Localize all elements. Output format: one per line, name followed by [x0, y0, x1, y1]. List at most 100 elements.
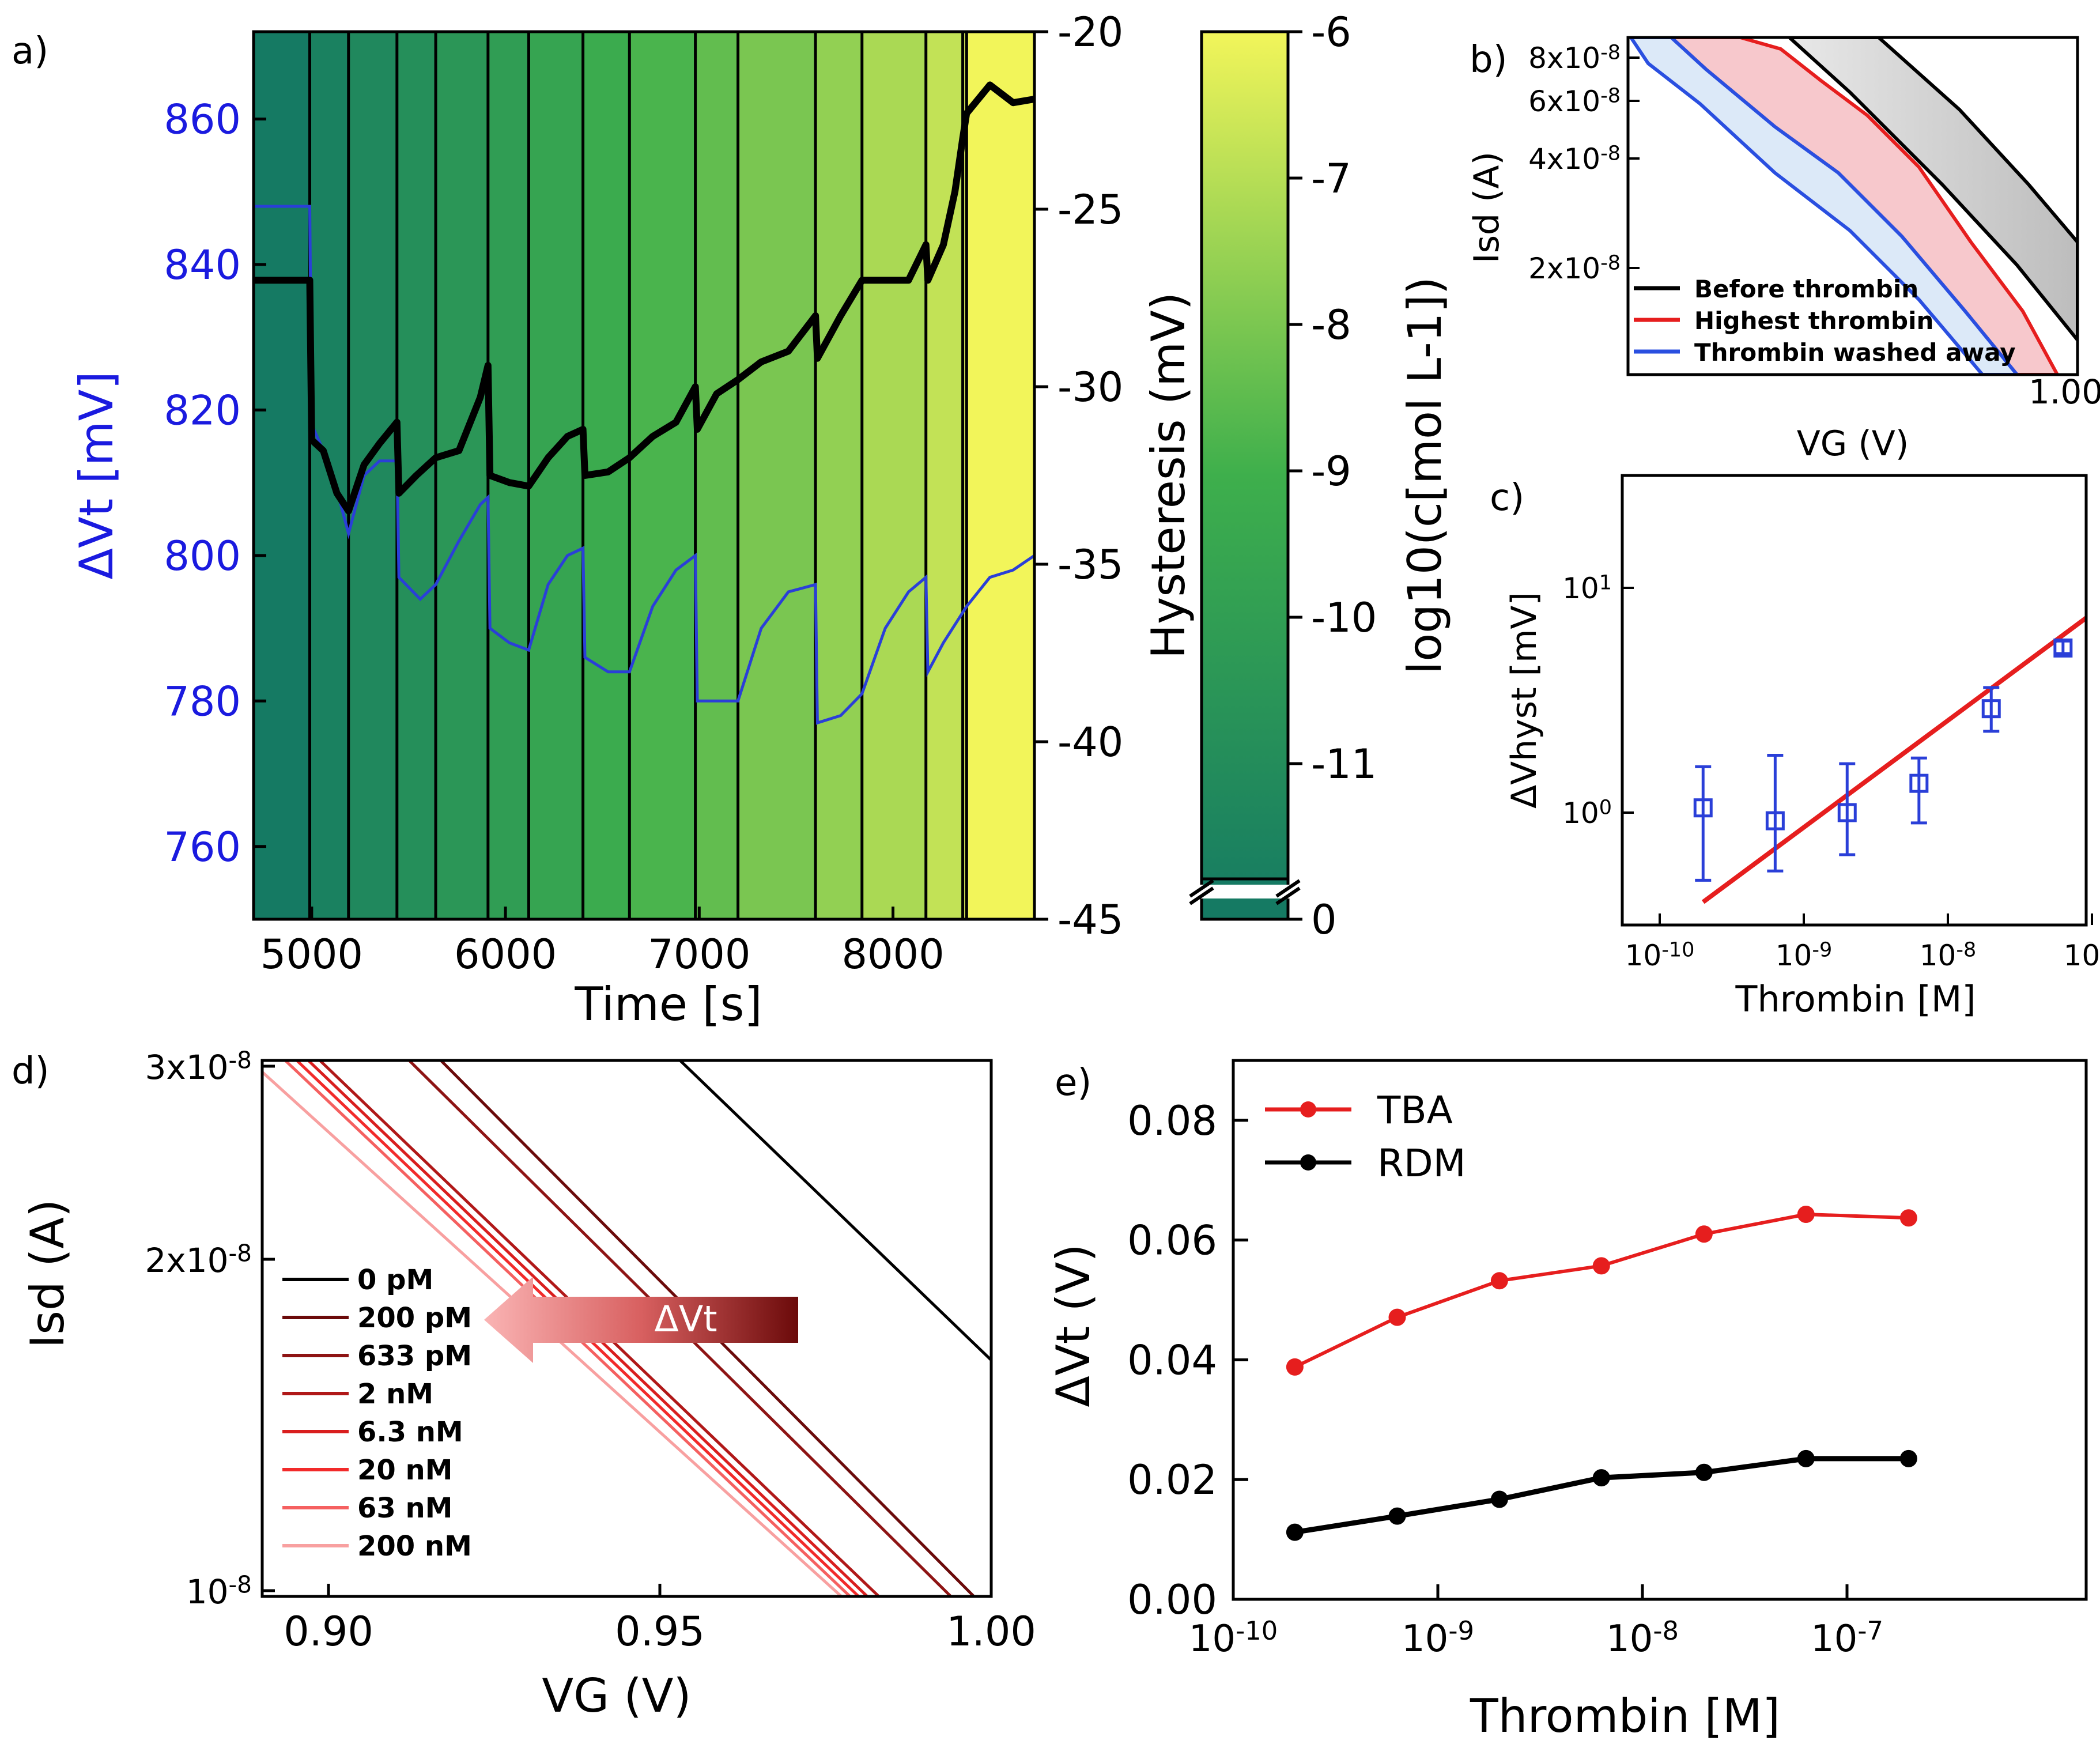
- d-legend-label: 6.3 nM: [357, 1416, 463, 1448]
- e-data-point: [1388, 1507, 1406, 1525]
- panel-d-legend: 0 pM 200 pM 633 pM 2 nM 6.3 nM 20 nM 63 nM 200 …: [282, 1264, 472, 1562]
- e-data-point: [1797, 1449, 1815, 1467]
- panel-d: d) 0.90 0.95 1.00 3x10-8 2x10-8 10-8 0 pM 200…: [12, 1047, 1036, 1723]
- colorbar-tick-label: 0: [1311, 896, 1337, 943]
- c-x-tick-label: 10-7: [2064, 938, 2100, 972]
- e-data-point: [1592, 1469, 1610, 1487]
- e-y-tick-label: 0.02: [1127, 1456, 1217, 1504]
- panel-d-label: d): [12, 1050, 50, 1093]
- e-series-line: [1294, 1212, 1909, 1369]
- colorbar-label: log10(c[mol L-1]): [1398, 277, 1452, 674]
- colorbar-tick-label: -11: [1311, 741, 1377, 788]
- panel-b-legend: Before thrombin Highest thrombin Thrombin …: [1634, 275, 2016, 367]
- panel-d-x-ticks: 0.90 0.95 1.00: [284, 1584, 1036, 1655]
- panel-e-y-axis-label: ΔVt (V): [1047, 1244, 1100, 1407]
- concentration-step: [695, 32, 738, 919]
- panel-d-frame: [260, 1059, 993, 1598]
- colorbar-tick-label: -6: [1311, 9, 1351, 56]
- left-y-tick-label: 780: [164, 678, 241, 725]
- panel-b-x-axis-label: VG (V): [1797, 424, 1909, 464]
- delta-vt-arrow-label: ΔVt: [654, 1298, 717, 1340]
- e-data-point: [1695, 1463, 1713, 1481]
- panel-e-series: [1286, 1205, 1917, 1541]
- panel-c: c) 10-10 10-9 10-8 10-7 100 101 Thrombin [M]…: [1490, 474, 2100, 1020]
- e-x-tick-label: 10-8: [1606, 1615, 1679, 1660]
- e-data-point: [1592, 1257, 1610, 1275]
- x-tick-label: 5000: [260, 931, 363, 978]
- c-x-tick-label: 10-10: [1625, 938, 1695, 972]
- b-legend-label: Before thrombin: [1694, 275, 1918, 303]
- right-y-tick-label: -30: [1057, 364, 1123, 411]
- concentration-step: [962, 32, 967, 919]
- colorbar-tick-label: -7: [1311, 155, 1351, 202]
- b-y-tick-label: 2x10-8: [1528, 251, 1621, 285]
- d-legend-label: 0 pM: [357, 1264, 433, 1296]
- panel-a-left-y-ticks: 760 780 800 820 840 860: [164, 96, 266, 871]
- d-x-tick-label: 1.00: [946, 1608, 1036, 1655]
- right-y-tick-label: -25: [1057, 186, 1123, 233]
- b-legend-label: Thrombin washed away: [1694, 338, 2016, 367]
- concentration-step: [436, 32, 488, 919]
- panel-b-curves: [1629, 37, 2078, 375]
- panel-d-y-axis-label: Isd (A): [21, 1199, 74, 1349]
- e-x-tick-label: 10-7: [1811, 1615, 1883, 1660]
- c-data-point: [1765, 811, 1785, 830]
- b-y-tick-label: 6x10-8: [1528, 84, 1621, 118]
- b-y-tick-label: 8x10-8: [1528, 41, 1621, 75]
- right-y-tick-label: -40: [1057, 719, 1123, 766]
- panel-c-x-axis-label: Thrombin [M]: [1735, 978, 1976, 1020]
- d-legend-label: 200 pM: [357, 1302, 472, 1334]
- concentration-step: [815, 32, 862, 919]
- x-tick-label: 6000: [454, 931, 557, 978]
- c-data-point: [2053, 638, 2073, 658]
- panel-c-y-axis-label: ΔVhyst [mV]: [1504, 592, 1544, 809]
- panel-e-label: e): [1055, 1062, 1091, 1104]
- before-thrombin-band: [1786, 37, 2078, 343]
- panel-a-frame: [252, 30, 1036, 921]
- left-y-tick-label: 760: [164, 824, 241, 871]
- panel-b-y-ticks: 8x10-8 6x10-8 4x10-8 2x10-8: [1528, 41, 1640, 285]
- concentration-step: [629, 32, 696, 919]
- e-data-point: [1899, 1209, 1917, 1227]
- concentration-colorbar: -6 -7 -8 -9 -10 -11 0 log10(c[mol L-1]): [1189, 9, 1452, 943]
- left-y-tick-label: 820: [164, 387, 241, 434]
- e-legend-marker: [1300, 1101, 1316, 1117]
- concentration-step: [254, 32, 310, 919]
- e-data-point: [1695, 1225, 1713, 1243]
- concentration-step: [348, 32, 397, 919]
- c-y-tick-label: 101: [1562, 571, 1612, 605]
- concentration-step: [862, 32, 926, 919]
- panel-e: e) 10-10 10-9 10-8 10-7 0.000.020.040.060.0…: [1047, 1059, 2088, 1743]
- panel-b-label: b): [1470, 39, 1508, 81]
- x-tick-label: 8000: [841, 931, 944, 978]
- panel-c-label: c): [1490, 477, 1524, 519]
- b-y-tick-label: 4x10-8: [1528, 142, 1621, 176]
- e-y-tick-label: 0.06: [1127, 1217, 1217, 1264]
- panel-a-left-y-axis-label: ΔVt [mV]: [70, 371, 123, 579]
- b-legend-label: Highest thrombin: [1694, 307, 1933, 335]
- thrombin-washed-band: [1629, 37, 2019, 375]
- d-legend-label: 2 nM: [357, 1378, 433, 1410]
- c-x-tick-label: 10-9: [1776, 938, 1833, 972]
- panel-c-x-ticks: 10-10 10-9 10-8 10-7: [1625, 913, 2100, 972]
- colorbar-break-marks: [1189, 879, 1301, 905]
- panel-a-x-axis-label: Time [s]: [574, 977, 762, 1031]
- left-y-tick-label: 840: [164, 241, 241, 289]
- c-data-point: [1693, 798, 1713, 818]
- panel-d-x-axis-label: VG (V): [542, 1669, 691, 1723]
- panel-d-y-ticks: 3x10-8 2x10-8 10-8: [145, 1047, 275, 1611]
- e-data-point: [1490, 1272, 1508, 1290]
- panel-b-y-axis-label: Isd (A): [1467, 152, 1507, 263]
- panel-c-points: [1693, 638, 2073, 882]
- panel-c-y-ticks: 100 101: [1562, 571, 1634, 830]
- e-data-point: [1899, 1449, 1917, 1467]
- colorbar-gradient: [1200, 30, 1290, 921]
- panel-b-frame: [1626, 36, 2079, 376]
- panel-e-y-ticks: 0.00 0.02 0.04 0.06 0.08: [1127, 1097, 1248, 1624]
- d-y-tick-label: 2x10-8: [145, 1240, 252, 1280]
- left-y-tick-label: 860: [164, 96, 241, 143]
- panel-a-right-y-ticks: -45 -40 -35 -30 -25 -20: [1034, 9, 1123, 943]
- left-y-tick-label: 800: [164, 533, 241, 580]
- right-y-tick-label: -20: [1057, 9, 1123, 56]
